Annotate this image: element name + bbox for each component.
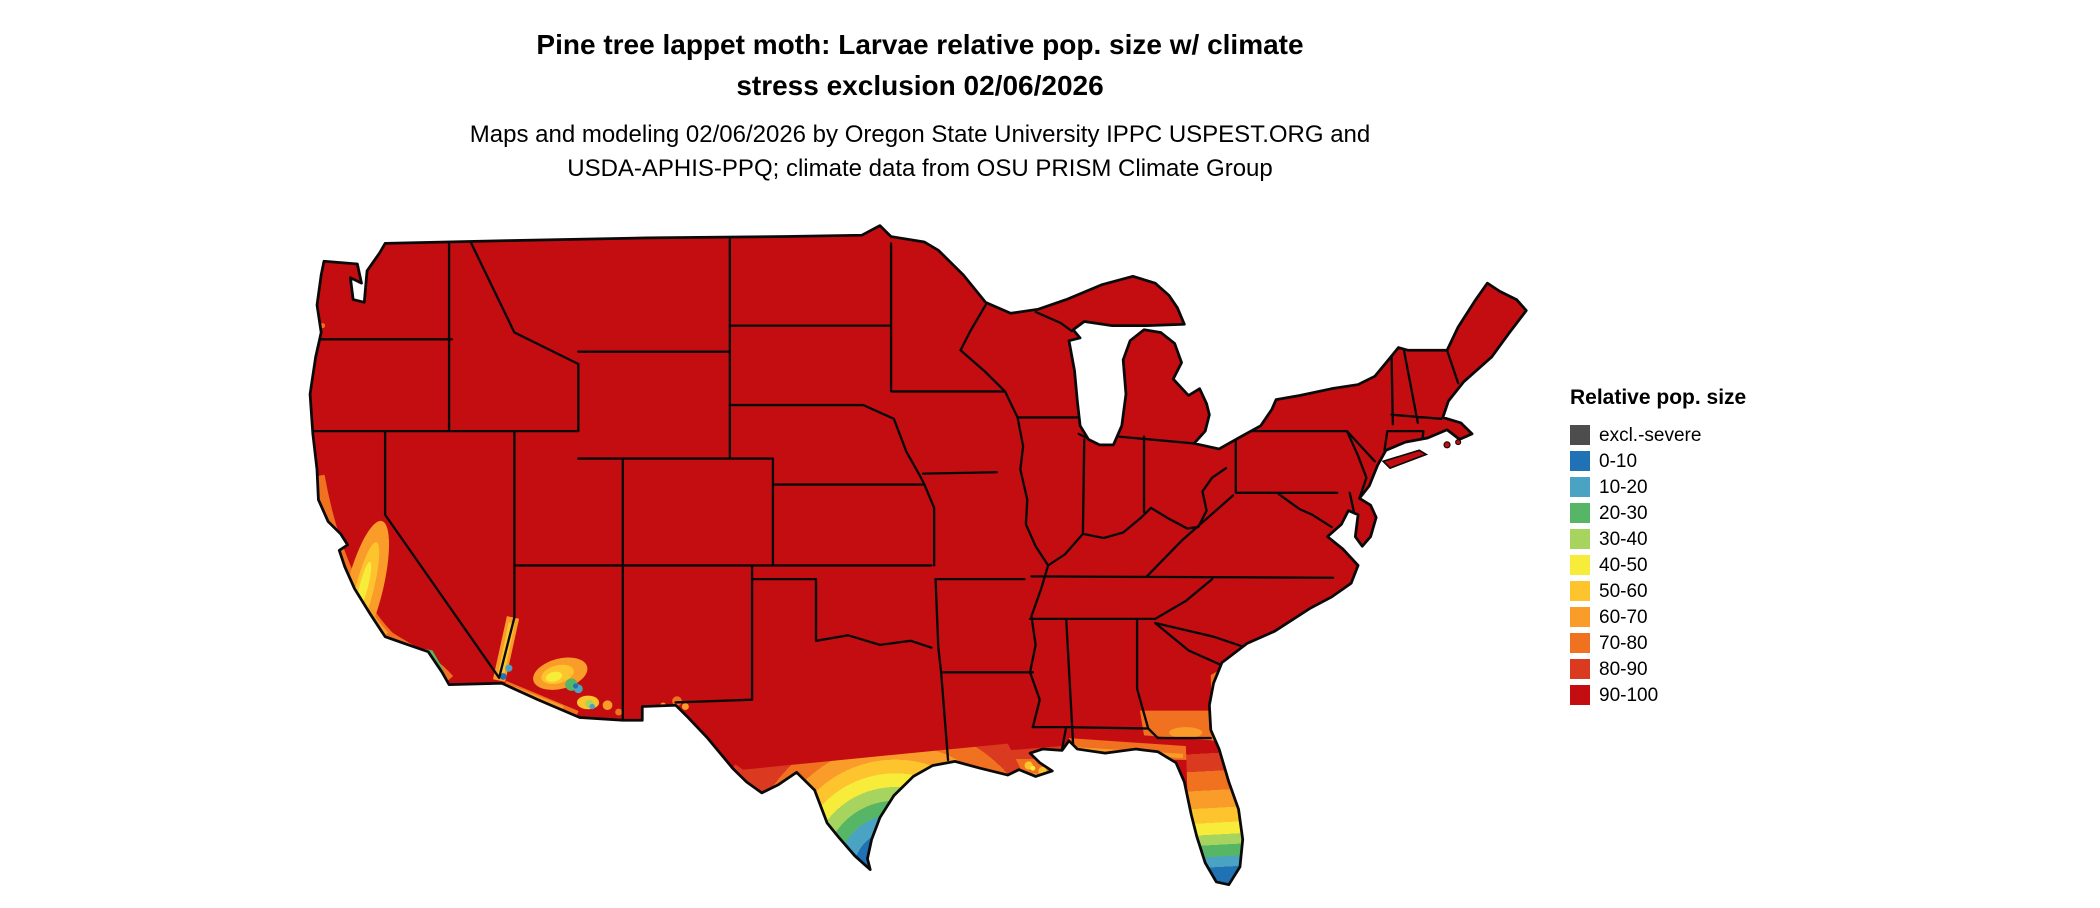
legend: Relative pop. size excl.-severe 0-10 10-20… (1570, 386, 1746, 708)
map-subtitle-line2: USDA-APHIS-PPQ; climate data from OSU PR… (567, 155, 1273, 182)
legend-item-0-10: 0-10 (1570, 448, 1746, 474)
legend-item-label: 60-70 (1599, 606, 1648, 628)
legend-swatch (1570, 581, 1590, 601)
map-subtitle-line1: Maps and modeling 02/06/2026 by Oregon S… (469, 121, 1371, 148)
legend-item-label: 30-40 (1599, 528, 1648, 550)
legend-item-80-90: 80-90 (1570, 656, 1746, 682)
legend-item-40-50: 40-50 (1570, 552, 1746, 578)
legend-item-label: 70-80 (1599, 632, 1648, 654)
legend-item-label: 0-10 (1599, 450, 1638, 472)
map-title-line1: Pine tree lappet moth: Larvae relative p… (536, 29, 1304, 60)
us-map (292, 216, 1536, 908)
state-borders (311, 235, 1460, 762)
map-subtitle: Maps and modeling 02/06/2026 by Oregon S… (300, 118, 1540, 186)
us-landmass-fill (310, 225, 1527, 885)
legend-title: Relative pop. size (1570, 386, 1747, 409)
legend-item-10-20: 10-20 (1570, 474, 1746, 500)
legend-item-label: 50-60 (1599, 580, 1648, 602)
legend-swatch (1570, 685, 1590, 705)
legend-item-90-100: 90-100 (1570, 682, 1746, 708)
legend-item-20-30: 20-30 (1570, 500, 1746, 526)
legend-item-70-80: 70-80 (1570, 630, 1746, 656)
legend-swatch (1570, 659, 1590, 679)
legend-swatch (1570, 425, 1590, 445)
legend-swatch (1570, 529, 1590, 549)
legend-item-label: excl.-severe (1599, 424, 1702, 446)
legend-item-label: 10-20 (1599, 476, 1648, 498)
legend-item-50-60: 50-60 (1570, 578, 1746, 604)
legend-swatch (1570, 477, 1590, 497)
legend-swatch (1570, 451, 1590, 471)
legend-swatch (1570, 503, 1590, 523)
legend-item-label: 80-90 (1599, 658, 1648, 680)
map-title-line2: stress exclusion 02/06/2026 (736, 70, 1104, 101)
legend-item-label: 90-100 (1599, 684, 1659, 706)
offshore-islands (1381, 439, 1462, 470)
legend-swatch (1570, 555, 1590, 575)
legend-item-30-40: 30-40 (1570, 526, 1746, 552)
legend-items: excl.-severe 0-10 10-20 20-30 30-40 40-50 50-6… (1570, 422, 1746, 708)
legend-item-excl.-severe: excl.-severe (1570, 422, 1746, 448)
legend-swatch (1570, 633, 1590, 653)
legend-item-label: 40-50 (1599, 554, 1648, 576)
legend-item-60-70: 60-70 (1570, 604, 1746, 630)
us-map-canvas (308, 224, 1528, 887)
map-title: Pine tree lappet moth: Larvae relative p… (300, 24, 1540, 106)
legend-item-label: 20-30 (1599, 502, 1648, 524)
legend-swatch (1570, 607, 1590, 627)
